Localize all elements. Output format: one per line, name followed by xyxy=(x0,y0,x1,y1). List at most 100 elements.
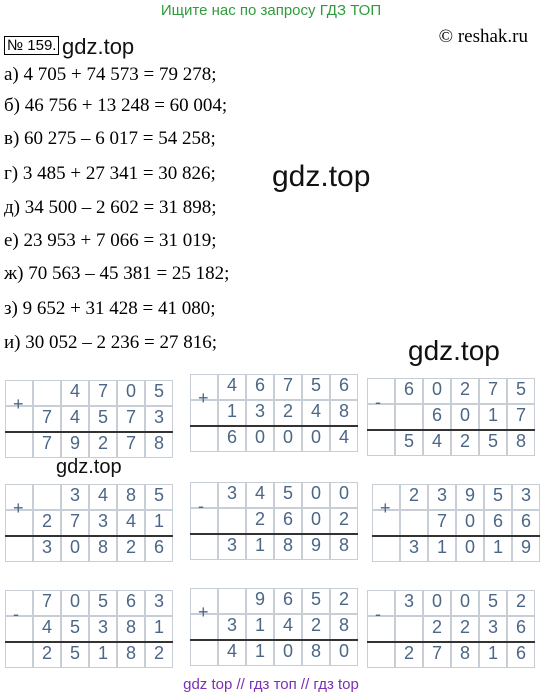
digit-cell: 9 xyxy=(246,588,274,614)
task-number: № 159. xyxy=(4,36,60,55)
digit-cell: 6 xyxy=(274,588,302,614)
equation: д) 34 500 – 2 602 = 31 898; xyxy=(4,197,217,218)
digit-cell: 2 xyxy=(451,378,479,404)
digit-cell: 5 xyxy=(302,374,330,400)
operator: + xyxy=(13,394,24,414)
digit-cell: 5 xyxy=(507,378,535,404)
digit-cell: 6 xyxy=(330,374,358,400)
digit-cell: 7 xyxy=(117,432,145,458)
digit-cell: 2 xyxy=(117,536,145,562)
equation: ж) 70 563 – 45 381 = 25 182; xyxy=(4,263,230,284)
digit-cell: 7 xyxy=(33,590,61,616)
digit-cell: 3 xyxy=(400,536,428,562)
digit-cell: 8 xyxy=(145,432,173,458)
sum-line xyxy=(190,533,358,535)
digit-cell: 2 xyxy=(330,508,358,534)
empty-cell xyxy=(372,484,400,510)
copyright: © reshak.ru xyxy=(438,26,528,47)
digit-cell: 1 xyxy=(145,616,173,642)
empty-cell xyxy=(190,482,218,508)
digit-cell: 2 xyxy=(400,484,428,510)
sum-line xyxy=(190,425,358,427)
sum-line xyxy=(5,431,173,433)
digit-cell: 2 xyxy=(302,614,330,640)
digit-cell: 2 xyxy=(33,642,61,668)
digit-cell: 6 xyxy=(274,508,302,534)
operator: - xyxy=(13,604,19,624)
empty-cell xyxy=(5,616,33,642)
digit-cell: 2 xyxy=(246,508,274,534)
digit-cell: 5 xyxy=(61,616,89,642)
digit-cell: 4 xyxy=(61,380,89,406)
digit-cell: 9 xyxy=(302,534,330,560)
digit-cell: 8 xyxy=(330,534,358,560)
digit-cell: 5 xyxy=(145,380,173,406)
digit-cell: 2 xyxy=(451,616,479,642)
digit-cell: 7 xyxy=(33,432,61,458)
empty-cell xyxy=(190,374,218,400)
digit-cell: 6 xyxy=(117,590,145,616)
empty-cell xyxy=(400,510,428,536)
digit-cell: 4 xyxy=(218,640,246,666)
digit-cell: 0 xyxy=(330,482,358,508)
digit-cell: 1 xyxy=(89,642,117,668)
digit-cell: 5 xyxy=(89,590,117,616)
equation: и) 30 052 – 2 236 = 27 816; xyxy=(4,332,217,353)
digit-cell: 1 xyxy=(428,536,456,562)
digit-cell: 0 xyxy=(330,640,358,666)
digit-cell: 2 xyxy=(274,400,302,426)
empty-cell xyxy=(372,536,400,562)
digit-cell: 0 xyxy=(456,510,484,536)
empty-cell xyxy=(190,640,218,666)
equation: г) 3 485 + 27 341 = 30 826; xyxy=(4,163,216,184)
empty-cell xyxy=(367,404,395,430)
empty-cell xyxy=(190,534,218,560)
digit-cell: 3 xyxy=(479,616,507,642)
sum-line xyxy=(5,641,173,643)
sum-line xyxy=(5,535,173,537)
operator: - xyxy=(375,604,381,624)
digit-cell: 7 xyxy=(507,404,535,430)
empty-cell xyxy=(5,536,33,562)
sum-line xyxy=(190,639,358,641)
digit-cell: 1 xyxy=(479,404,507,430)
empty-cell xyxy=(190,588,218,614)
digit-cell: 3 xyxy=(246,400,274,426)
operator: - xyxy=(198,496,204,516)
digit-cell: 3 xyxy=(218,534,246,560)
digit-cell: 0 xyxy=(302,482,330,508)
empty-cell xyxy=(218,508,246,534)
digit-cell: 7 xyxy=(89,380,117,406)
empty-cell xyxy=(367,378,395,404)
sum-line xyxy=(367,641,535,643)
digit-cell: 9 xyxy=(61,432,89,458)
digit-cell: 6 xyxy=(246,374,274,400)
digit-cell: 4 xyxy=(246,482,274,508)
equation: б) 46 756 + 13 248 = 60 004; xyxy=(4,95,228,116)
empty-cell xyxy=(190,508,218,534)
empty-cell xyxy=(367,430,395,456)
digit-cell: 1 xyxy=(218,400,246,426)
digit-cell: 7 xyxy=(117,406,145,432)
digit-cell: 3 xyxy=(145,406,173,432)
empty-cell xyxy=(5,380,33,406)
search-hint: Ищите нас по запросу ГДЗ ТОП xyxy=(160,2,382,19)
digit-cell: 4 xyxy=(33,616,61,642)
empty-cell xyxy=(5,484,33,510)
digit-cell: 4 xyxy=(61,406,89,432)
digit-cell: 8 xyxy=(274,534,302,560)
digit-cell: 1 xyxy=(484,536,512,562)
digit-cell: 6 xyxy=(507,642,535,668)
digit-cell: 0 xyxy=(451,590,479,616)
digit-cell: 3 xyxy=(89,510,117,536)
digit-cell: 6 xyxy=(218,426,246,452)
digit-cell: 0 xyxy=(117,380,145,406)
digit-cell: 8 xyxy=(117,642,145,668)
digit-cell: 3 xyxy=(512,484,540,510)
digit-cell: 2 xyxy=(33,510,61,536)
digit-cell: 5 xyxy=(479,590,507,616)
watermark: gdz.top xyxy=(56,456,122,478)
digit-cell: 8 xyxy=(117,484,145,510)
digit-cell: 3 xyxy=(145,590,173,616)
empty-cell xyxy=(33,484,61,510)
